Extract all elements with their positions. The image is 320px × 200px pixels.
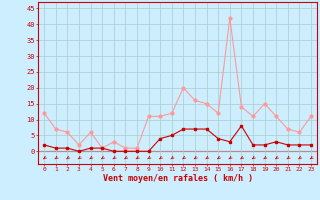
X-axis label: Vent moyen/en rafales ( km/h ): Vent moyen/en rafales ( km/h ) (103, 174, 252, 183)
